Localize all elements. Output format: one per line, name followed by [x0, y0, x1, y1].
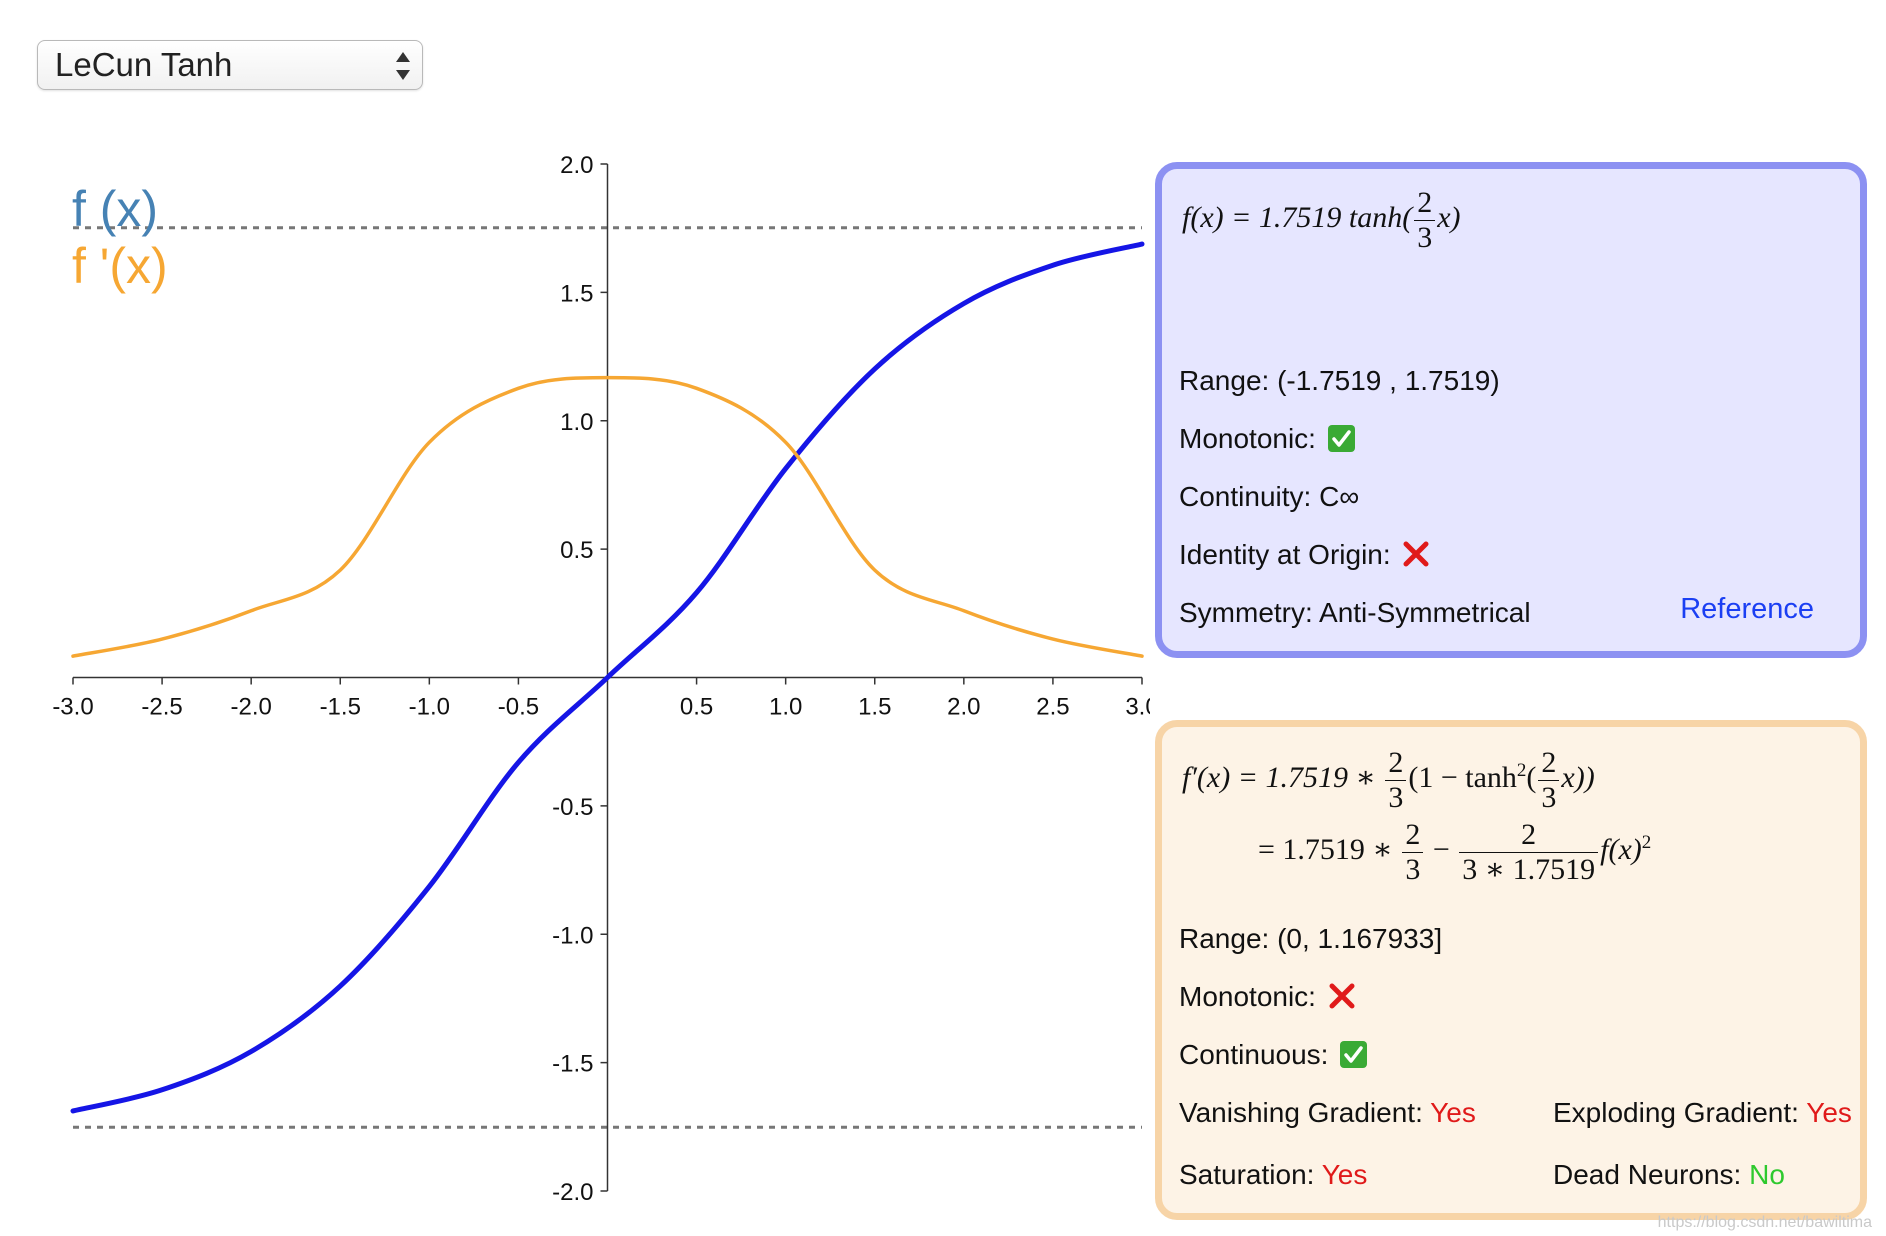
- range-row: Range: (-1.7519 , 1.7519): [1179, 365, 1500, 397]
- monotonic-row: Monotonic:: [1179, 423, 1355, 455]
- x-tick-label: -1.0: [409, 694, 450, 721]
- d1-den2: 3: [1541, 780, 1557, 814]
- saturation-value: Yes: [1321, 1159, 1368, 1190]
- fp-monotonic-label: Monotonic:: [1179, 981, 1316, 1012]
- vanishing-label: Vanishing Gradient:: [1179, 1097, 1423, 1128]
- d1-den: 3: [1388, 780, 1404, 814]
- d1-c: (: [1526, 760, 1537, 794]
- identity-label: Identity at Origin:: [1179, 539, 1391, 570]
- y-tick-label: 2.0: [560, 152, 593, 179]
- check-icon: [1340, 1041, 1368, 1068]
- fp-monotonic-row: Monotonic:: [1179, 981, 1356, 1013]
- frac-den: 3: [1417, 220, 1433, 254]
- vanishing-value: Yes: [1430, 1097, 1476, 1128]
- continuity-row: Continuity: C∞: [1179, 481, 1359, 513]
- derivative-info-panel: f′(x) = 1.7519 ∗ 2 3 (1 − tanh2(2 3 x)) = 1.…: [1155, 720, 1867, 1220]
- vanishing-gradient-row: Vanishing Gradient: Yes: [1179, 1097, 1476, 1129]
- check-icon: [1327, 425, 1355, 452]
- reference-link[interactable]: Reference: [1680, 593, 1814, 625]
- d1-a: f′(x) = 1.7519 ∗: [1182, 760, 1384, 794]
- continuity-label: Continuity:: [1179, 481, 1312, 512]
- activation-select[interactable]: LeCun Tanh: [37, 40, 423, 90]
- symmetry-row: Symmetry: Anti-Symmetrical: [1179, 597, 1531, 629]
- dead-neurons-label: Dead Neurons:: [1553, 1159, 1742, 1190]
- x-tick-label: 2.0: [947, 694, 980, 721]
- d1-b: (1 − tanh: [1408, 760, 1517, 794]
- legend-fprime: f '(x): [72, 238, 168, 294]
- x-tick-label: 1.5: [858, 694, 891, 721]
- saturation-label: Saturation:: [1179, 1159, 1315, 1190]
- y-tick-label: -1.5: [552, 1051, 593, 1078]
- exploding-value: Yes: [1806, 1097, 1852, 1128]
- formula-suffix: x): [1437, 200, 1461, 234]
- range-value: (-1.7519 , 1.7519): [1277, 365, 1500, 396]
- fp-range-row: Range: (0, 1.167933]: [1179, 923, 1442, 955]
- symmetry-label: Symmetry:: [1179, 597, 1313, 628]
- x-tick-label: 1.0: [769, 694, 802, 721]
- fp-continuous-row: Continuous:: [1179, 1039, 1368, 1071]
- x-tick-label: -3.0: [52, 694, 93, 721]
- function-formula: f(x) = 1.7519 tanh(2 3 x): [1182, 187, 1461, 253]
- chevron-updown-icon: [396, 52, 410, 80]
- x-tick-label: 0.5: [680, 694, 713, 721]
- saturation-row: Saturation: Yes: [1179, 1159, 1367, 1191]
- d2-a: = 1.7519 ∗: [1258, 832, 1401, 866]
- fp-range-value: (0, 1.167933]: [1277, 923, 1443, 954]
- legend-f: f (x): [72, 181, 158, 237]
- fprime-curve: [71, 375, 1144, 658]
- d1-num: 2: [1385, 747, 1407, 781]
- continuity-value: C∞: [1319, 481, 1360, 512]
- d2-den2: 3 ∗ 1.7519: [1462, 852, 1596, 886]
- y-tick-label: -0.5: [552, 794, 593, 821]
- x-tick-label: 2.5: [1036, 694, 1069, 721]
- activation-chart: -3.0 -2.5 -2.0 -1.5 -1.0 -0.5 0.5 1.0 1.5 2.0 2.5 3…: [52, 152, 1150, 1206]
- exploding-gradient-row: Exploding Gradient: Yes: [1553, 1097, 1852, 1129]
- y-tick-label: 0.5: [560, 537, 593, 564]
- dead-neurons-row: Dead Neurons: No: [1553, 1159, 1785, 1191]
- d2-b: −: [1425, 832, 1458, 866]
- y-tick-label: 1.0: [560, 409, 593, 436]
- monotonic-label: Monotonic:: [1179, 423, 1316, 454]
- cross-icon: [1403, 541, 1429, 567]
- d2-c: f(x): [1600, 832, 1642, 866]
- frac-num: 2: [1414, 187, 1436, 221]
- activation-select-value: LeCun Tanh: [55, 46, 233, 83]
- d1-num2: 2: [1538, 747, 1560, 781]
- fp-continuous-label: Continuous:: [1179, 1039, 1329, 1070]
- d1-sup: 2: [1516, 759, 1527, 781]
- symmetry-value: Anti-Symmetrical: [1319, 597, 1531, 628]
- d1-d: x)): [1561, 760, 1595, 794]
- y-tick-label: 1.5: [560, 280, 593, 307]
- d2-den: 3: [1405, 852, 1421, 886]
- derivative-formula-line1: f′(x) = 1.7519 ∗ 2 3 (1 − tanh2(2 3 x)): [1182, 747, 1595, 813]
- d2-num2: 2: [1459, 819, 1599, 853]
- fp-range-label: Range:: [1179, 923, 1270, 954]
- watermark: https://blog.csdn.net/bawiltima: [1657, 1214, 1872, 1231]
- x-tick-label: -2.0: [230, 694, 271, 721]
- dead-neurons-value: No: [1749, 1159, 1785, 1190]
- x-tick-label: -1.5: [320, 694, 361, 721]
- y-tick-label: -1.0: [552, 922, 593, 949]
- x-tick-label: 3.0: [1125, 694, 1150, 721]
- function-info-panel: f(x) = 1.7519 tanh(2 3 x) Range: (-1.7519 …: [1155, 162, 1867, 658]
- f-curve: [70, 241, 1145, 1114]
- d2-num: 2: [1402, 819, 1424, 853]
- cross-icon: [1329, 983, 1355, 1009]
- formula-prefix: f(x) = 1.7519 tanh(: [1182, 200, 1413, 234]
- x-tick-label: -2.5: [141, 694, 182, 721]
- d2-sup: 2: [1641, 831, 1652, 853]
- exploding-label: Exploding Gradient:: [1553, 1097, 1799, 1128]
- y-tick-label: -2.0: [552, 1179, 593, 1206]
- identity-row: Identity at Origin:: [1179, 539, 1430, 571]
- x-tick-label: -0.5: [498, 694, 539, 721]
- range-label: Range:: [1179, 365, 1270, 396]
